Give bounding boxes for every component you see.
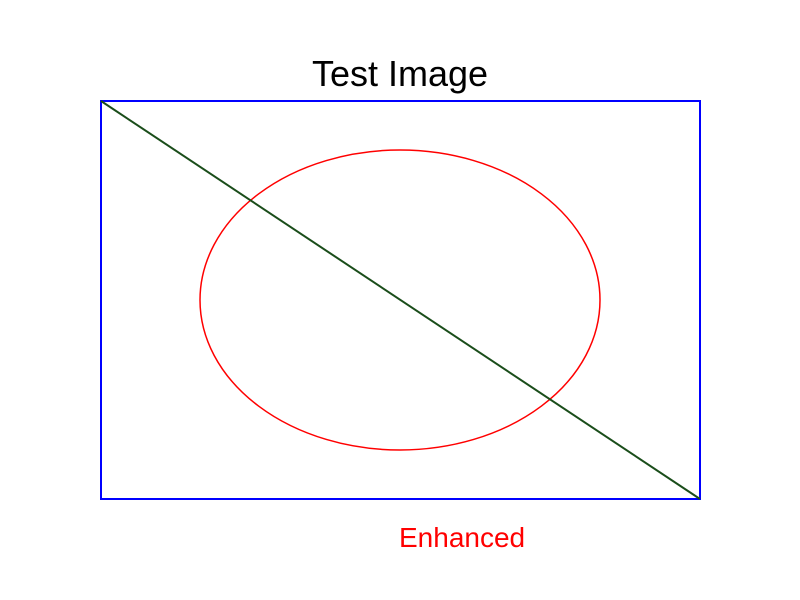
red-ellipse (199, 149, 601, 451)
image-title: Test Image (311, 53, 489, 94)
green-diagonal-line (100, 100, 701, 500)
enhanced-caption: Enhanced (399, 522, 526, 553)
blue-rectangle (100, 100, 701, 500)
